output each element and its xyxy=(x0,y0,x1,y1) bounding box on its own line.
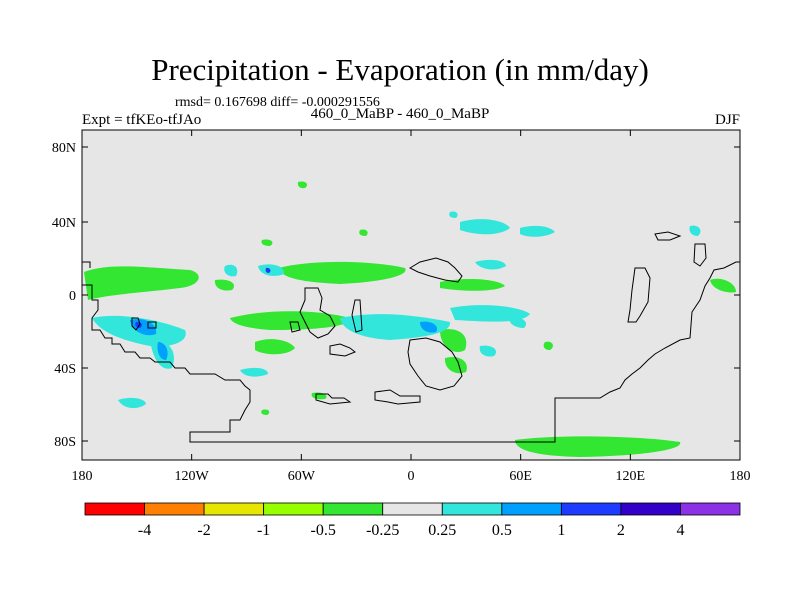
anomaly-patch xyxy=(258,264,285,276)
anomaly-patch xyxy=(420,321,438,333)
anomaly-patch xyxy=(359,229,368,236)
anomaly-patch xyxy=(230,311,351,330)
colorbar xyxy=(84,502,741,516)
anomaly-patch xyxy=(450,305,530,322)
anomaly-shading xyxy=(84,181,736,457)
anomaly-patch xyxy=(130,267,180,281)
coastline xyxy=(408,257,463,283)
colorbar-label: -1 xyxy=(257,522,270,539)
map-background xyxy=(82,130,740,460)
lat-tick-label: 80S xyxy=(54,435,76,450)
anomaly-patch xyxy=(515,436,681,457)
anomaly-patch xyxy=(460,219,510,235)
coastline xyxy=(407,337,463,391)
axis-labels: 80N 40N 0 40S 80S 180 120W 60W 0 60E 120E 180 xyxy=(52,141,751,484)
anomaly-patch xyxy=(340,314,451,340)
anomaly-patch xyxy=(710,278,736,293)
anomaly-patch xyxy=(543,341,553,350)
coastline xyxy=(654,231,682,241)
anomaly-patch xyxy=(449,211,458,218)
coastline xyxy=(693,243,707,267)
coastline xyxy=(351,299,363,333)
anomaly-patch xyxy=(261,409,270,415)
anomaly-patch xyxy=(255,339,295,355)
colorbar-label: -4 xyxy=(138,522,151,539)
colorbar-label: 4 xyxy=(676,522,684,539)
colorbar-swatch xyxy=(501,502,562,516)
lon-tick-label: 120E xyxy=(616,469,646,484)
colorbar-swatch xyxy=(144,502,205,516)
colorbar-label: -2 xyxy=(197,522,210,539)
lat-tick-label: 40N xyxy=(52,216,76,231)
stats-text: rmsd= 0.167698 diff= -0.000291556 xyxy=(175,95,380,110)
anomaly-patch xyxy=(440,329,467,352)
anomaly-patch xyxy=(240,367,268,377)
anomaly-patch xyxy=(444,356,467,374)
lat-tick-label: 0 xyxy=(69,289,76,304)
colorbar-swatch xyxy=(84,502,145,516)
lon-tick-label: 0 xyxy=(408,469,415,484)
anomaly-patch xyxy=(475,259,506,270)
axis-ticks xyxy=(81,130,741,460)
colorbar-swatch xyxy=(263,502,324,516)
colorbar-label: 0.25 xyxy=(428,522,456,539)
coastline xyxy=(289,321,301,333)
colorbar-label: 1 xyxy=(557,522,565,539)
anomaly-patch xyxy=(118,397,146,409)
anomaly-patch xyxy=(157,342,168,360)
colorbar-swatch xyxy=(382,502,443,516)
lon-tick-label: 180 xyxy=(72,469,93,484)
anomaly-patch xyxy=(520,225,555,237)
coastline xyxy=(329,343,356,357)
period-label: 460_0_MaBP - 460_0_MaBP xyxy=(310,106,490,122)
lat-tick-label: 80N xyxy=(52,141,76,156)
coastline xyxy=(315,393,352,405)
lon-tick-label: 180 xyxy=(730,469,751,484)
anomaly-patch xyxy=(689,225,701,236)
experiment-label: Expt = tfKEo-tfJAo xyxy=(82,112,202,128)
lon-tick-label: 120W xyxy=(175,469,210,484)
colorbar-swatch xyxy=(203,502,265,516)
colorbar-swatch xyxy=(322,502,384,516)
season-label: DJF xyxy=(714,112,740,128)
colorbar-label: 2 xyxy=(617,522,625,539)
anomaly-patch xyxy=(265,267,271,273)
colorbar-swatch xyxy=(680,502,741,516)
colorbar-labels: -4 -2 -1 -0.5 -0.25 0.25 0.5 1 2 4 xyxy=(138,522,685,539)
lon-tick-label: 60W xyxy=(288,469,316,484)
coastline xyxy=(82,261,740,443)
anomaly-patch xyxy=(297,181,308,189)
colorbar-swatch xyxy=(441,502,503,516)
coastline xyxy=(627,267,651,323)
colorbar-swatch xyxy=(560,502,622,516)
colorbar-label: -0.5 xyxy=(311,522,336,539)
coastline xyxy=(147,321,157,329)
lat-tick-label: 40S xyxy=(54,362,76,377)
anomaly-patch xyxy=(479,345,497,357)
anomaly-patch xyxy=(509,317,527,328)
anomaly-patch xyxy=(214,279,235,291)
colorbar-label: 0.5 xyxy=(492,522,512,539)
plot-title: Precipitation - Evaporation (in mm/day) xyxy=(151,52,649,87)
coastlines xyxy=(82,231,740,443)
anomaly-patch xyxy=(261,239,273,246)
colorbar-swatch xyxy=(620,502,681,516)
anomaly-patch xyxy=(278,261,406,284)
anomaly-patch xyxy=(224,264,238,277)
colorbar-label: -0.25 xyxy=(366,522,399,539)
coastline xyxy=(374,389,421,405)
lon-tick-label: 60E xyxy=(509,469,532,484)
coastline xyxy=(299,287,336,339)
coastline xyxy=(131,317,141,331)
